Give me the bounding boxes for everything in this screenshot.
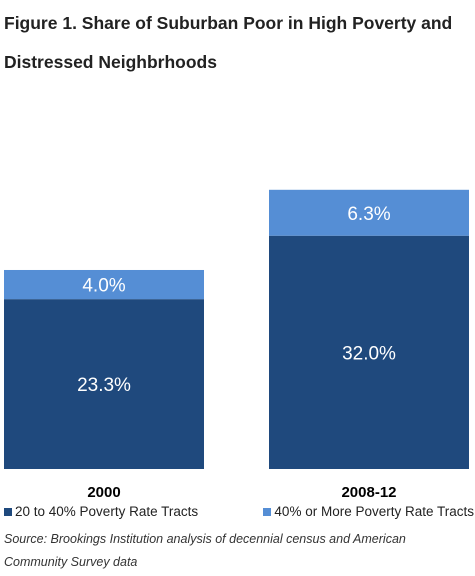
chart-title: Figure 1. Share of Suburban Poor in High…: [4, 13, 453, 72]
bar-segment-2008-12-series-1: [269, 235, 469, 469]
bar-segment-2000-series-2: [4, 269, 204, 300]
legend-label-series-2: 40% or More Poverty Rate Tracts: [274, 504, 474, 519]
data-label-2000-series-2: 4.0%: [82, 276, 125, 297]
data-label-2000-series-1: 23.3%: [77, 375, 131, 396]
bar-segment-2000-series-1: [4, 299, 204, 469]
bar-segment-2008-12-series-2: [269, 189, 469, 236]
data-label-2008-12-series-2: 6.3%: [347, 204, 390, 225]
legend-item-series-2: 40% or More Poverty Rate Tracts: [263, 504, 474, 519]
chart-legend: 20 to 40% Poverty Rate Tracts 40% or Mor…: [4, 504, 474, 519]
legend-swatch-series-1: [4, 507, 12, 516]
legend-swatch-series-2: [263, 507, 272, 516]
category-label-2000: 2000: [87, 484, 120, 500]
legend-label-series-1: 20 to 40% Poverty Rate Tracts: [15, 504, 199, 519]
chart-source-note: Source: Brookings Institution analysis o…: [4, 532, 406, 569]
category-label-2008-12: 2008-12: [341, 484, 396, 500]
stacked-bar-chart: 23.3% 4.0% 2000 32.0% 6.3% 2008-12: [4, 189, 469, 500]
data-label-2008-12-series-1: 32.0%: [342, 343, 396, 364]
legend-item-series-1: 20 to 40% Poverty Rate Tracts: [4, 504, 198, 519]
